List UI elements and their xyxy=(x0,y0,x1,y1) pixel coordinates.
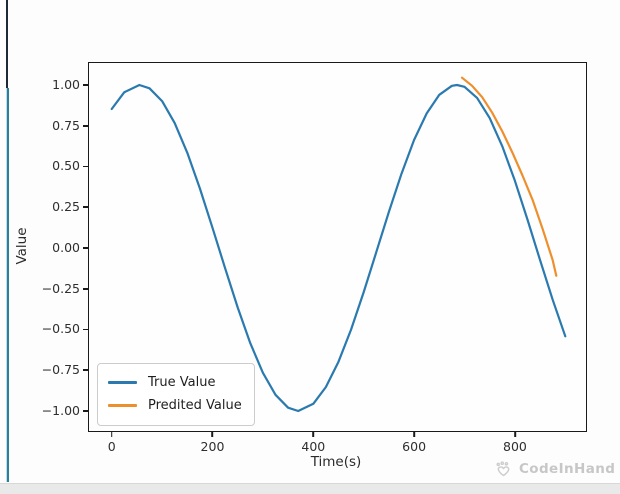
x-tick-label: 200 xyxy=(200,439,225,454)
figure: Value Time(s) True Value Predited Value … xyxy=(14,62,587,470)
watermark-text: CodeInHand xyxy=(519,461,616,477)
y-tick-label: −0.25 xyxy=(41,280,80,296)
x-tick-label: 0 xyxy=(107,439,116,454)
y-tick-mark xyxy=(83,124,89,127)
legend-entry-predited-value: Predited Value xyxy=(108,394,242,417)
x-tick-mark xyxy=(413,431,415,437)
y-tick-label: 0.50 xyxy=(52,158,80,174)
y-tick-label: −0.50 xyxy=(41,321,80,337)
legend-entry-true-value: True Value xyxy=(108,371,242,394)
left-scrollbar xyxy=(6,0,9,482)
x-tick-label: 600 xyxy=(402,439,427,454)
x-tick-label: 800 xyxy=(502,439,527,454)
y-tick-label: 0.00 xyxy=(52,239,80,255)
legend: True Value Predited Value xyxy=(97,363,255,426)
codeinhand-logo-icon xyxy=(494,460,513,478)
y-tick-mark xyxy=(83,84,89,86)
x-tick-mark xyxy=(211,431,214,437)
series-line-true-value xyxy=(110,83,567,413)
series-line-predited-value xyxy=(460,76,558,277)
y-tick-label: 1.00 xyxy=(52,77,80,92)
y-tick-mark xyxy=(83,247,89,249)
y-tick-mark xyxy=(83,206,89,209)
y-tick-mark xyxy=(83,410,89,412)
left-scrollbar-track-segment xyxy=(6,0,8,88)
plot-area: True Value Predited Value 0 200 400 600 800 1… xyxy=(42,62,587,454)
watermark: CodeInHand xyxy=(494,459,615,479)
legend-label: True Value xyxy=(148,375,216,390)
y-tick-mark xyxy=(83,165,89,168)
bottom-bar xyxy=(0,483,620,494)
y-tick-label: 0.25 xyxy=(52,199,80,215)
x-axis-label: Time(s) xyxy=(310,454,362,470)
y-tick-label: −0.75 xyxy=(41,362,80,378)
plot-canvas xyxy=(110,76,567,413)
x-tick-mark xyxy=(110,431,113,437)
true-value-line-swatch xyxy=(108,381,137,384)
y-tick-mark xyxy=(83,287,89,290)
y-tick-mark xyxy=(83,369,89,371)
y-tick-label: −1.00 xyxy=(41,402,80,418)
x-tick-label: 400 xyxy=(301,439,326,454)
y-tick-label: 0.75 xyxy=(52,117,80,133)
y-tick-mark xyxy=(83,328,89,331)
predited-value-line-swatch xyxy=(108,404,137,407)
x-tick-mark xyxy=(312,431,315,437)
legend-label: Predited Value xyxy=(148,398,242,413)
x-tick-mark xyxy=(514,431,516,437)
left-scrollbar-thumb[interactable] xyxy=(6,88,9,482)
y-axis-label: Value xyxy=(14,227,30,265)
